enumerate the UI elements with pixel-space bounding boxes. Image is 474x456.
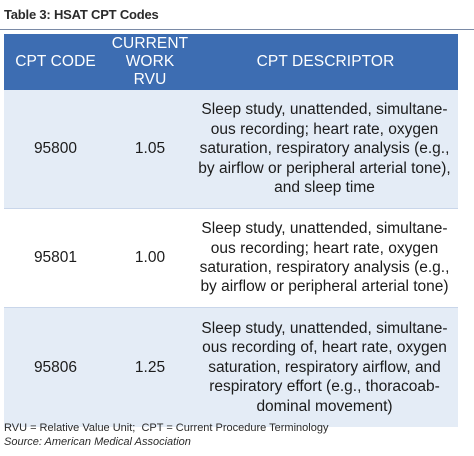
header-current-work-rvu: CURRENT WORK RVU bbox=[107, 34, 193, 90]
table-source: Source: American Medical Association bbox=[4, 436, 191, 448]
cell-work-rvu: 1.25 bbox=[107, 307, 193, 427]
cell-cpt-code: 95800 bbox=[4, 90, 107, 209]
cell-descriptor: Sleep study, unattended, simultane- ous … bbox=[193, 90, 458, 209]
table-row: 95800 1.05 Sleep study, unattended, simu… bbox=[4, 90, 458, 209]
table-row: 95806 1.25 Sleep study, unattended, simu… bbox=[4, 307, 458, 427]
table-row: 95801 1.00 Sleep study, unattended, simu… bbox=[4, 208, 458, 308]
cell-work-rvu: 1.00 bbox=[107, 208, 193, 308]
title-divider bbox=[0, 29, 474, 30]
cell-descriptor: Sleep study, unattended, simultane- ous … bbox=[193, 208, 458, 308]
table-title: Table 3: HSAT CPT Codes bbox=[4, 7, 159, 22]
cell-work-rvu: 1.05 bbox=[107, 90, 193, 209]
header-cpt-descriptor: CPT DESCRIPTOR bbox=[193, 34, 458, 90]
cell-descriptor: Sleep study, unattended, simultane- ous … bbox=[193, 307, 458, 427]
header-cpt-code: CPT CODE bbox=[4, 34, 107, 90]
cell-cpt-code: 95801 bbox=[4, 208, 107, 308]
table-header-row: CPT CODE CURRENT WORK RVU CPT DESCRIPTOR bbox=[4, 34, 458, 90]
table-footnote: RVU = Relative Value Unit; CPT = Current… bbox=[4, 422, 329, 434]
cpt-codes-table: CPT CODE CURRENT WORK RVU CPT DESCRIPTOR… bbox=[4, 34, 458, 427]
cell-cpt-code: 95806 bbox=[4, 307, 107, 427]
